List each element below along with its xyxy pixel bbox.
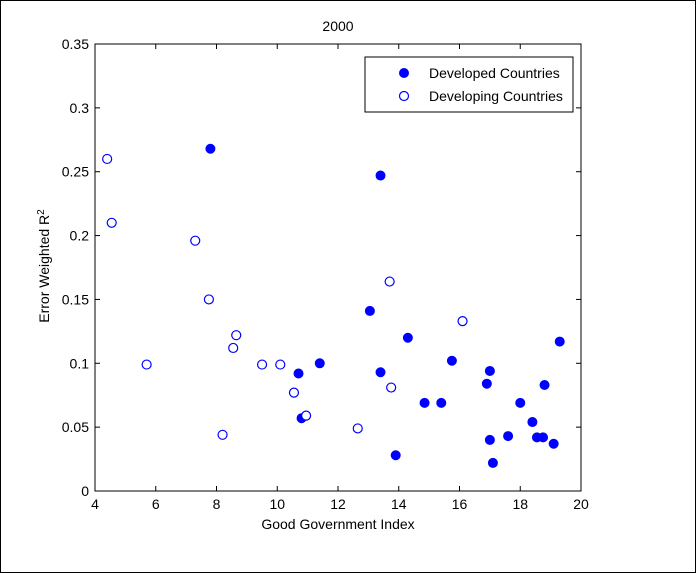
data-point-developed: [375, 367, 386, 378]
data-point-developed: [554, 336, 565, 347]
y-axis-title: Error Weighted R2: [36, 209, 52, 323]
data-point-developed: [538, 432, 549, 443]
data-point-developed: [375, 170, 386, 181]
data-point-developed: [548, 438, 559, 449]
data-point-developed: [364, 305, 375, 316]
legend: Developed Countries Developing Countries: [364, 56, 574, 113]
y-tick-label: 0.1: [70, 355, 90, 371]
data-point-developing: [102, 153, 113, 165]
plot-area: [94, 43, 582, 492]
y-tick-label: 0.05: [62, 419, 89, 435]
x-tick-label: 6: [152, 496, 160, 512]
y-tick-label: 0.3: [70, 100, 90, 116]
data-point-developing: [106, 217, 117, 228]
axis-ticks: 4 6 8 10 12 14 16 18 20 0 0.05 0.1 0.15 0.2 0.25 0.3 0.3…: [62, 36, 589, 512]
x-tick-label: 8: [213, 496, 221, 512]
data-point-developing: [288, 387, 300, 398]
data-point-developing: [228, 342, 239, 354]
y-tick-label: 0.35: [62, 36, 89, 52]
x-tick-label: 10: [269, 496, 285, 512]
data-point-developing: [231, 330, 242, 341]
data-point-developing: [352, 423, 363, 434]
x-tick-label: 12: [330, 496, 346, 512]
data-point-developing: [203, 294, 215, 305]
legend-marker-developing: [398, 90, 410, 102]
data-point-developing: [384, 276, 395, 287]
data-point-developed: [314, 358, 325, 369]
data-point-developed: [539, 379, 550, 390]
legend-label-developing: Developing Countries: [429, 88, 563, 104]
data-point-developed: [419, 397, 430, 408]
legend-marker-developed: [399, 68, 409, 78]
y-axis-title-main: Error Weighted R: [36, 215, 52, 323]
x-tick-label: 4: [91, 496, 99, 512]
data-point-developed: [515, 397, 526, 408]
data-point-developed: [446, 355, 457, 366]
data-point-developed: [484, 434, 495, 445]
y-tick-label: 0.15: [62, 291, 89, 307]
y-tick-label: 0.25: [62, 164, 89, 180]
data-point-developing: [256, 359, 268, 370]
data-point-developing: [190, 235, 201, 246]
data-point-developing: [275, 359, 286, 370]
data-point-developed: [436, 397, 447, 408]
data-point-developing: [141, 359, 152, 370]
y-axis-title-superscript: 2: [36, 209, 47, 215]
data-point-developed: [402, 332, 413, 343]
y-tick-label: 0.2: [70, 228, 90, 244]
legend-box: [364, 56, 574, 113]
data-point-developed: [487, 457, 498, 468]
data-point-developed: [390, 450, 401, 461]
data-point-developing: [217, 429, 228, 440]
x-tick-label: 14: [391, 496, 407, 512]
data-point-developed: [293, 368, 304, 379]
data-point-developed: [503, 431, 514, 442]
data-points: [102, 143, 565, 468]
x-tick-label: 16: [452, 496, 468, 512]
data-point-developed: [484, 365, 495, 376]
chart-title: 2000: [322, 18, 353, 34]
x-tick-label: 20: [573, 496, 589, 512]
data-point-developed: [481, 378, 492, 389]
x-tick-label: 18: [512, 496, 528, 512]
data-point-developing: [386, 382, 397, 393]
data-point-developed: [527, 417, 538, 428]
data-point-developing: [457, 316, 468, 327]
x-axis-title: Good Government Index: [261, 516, 414, 532]
data-point-developed: [205, 143, 216, 154]
legend-label-developed: Developed Countries: [429, 65, 560, 81]
data-point-developing: [301, 410, 312, 421]
y-tick-label: 0: [81, 483, 89, 499]
